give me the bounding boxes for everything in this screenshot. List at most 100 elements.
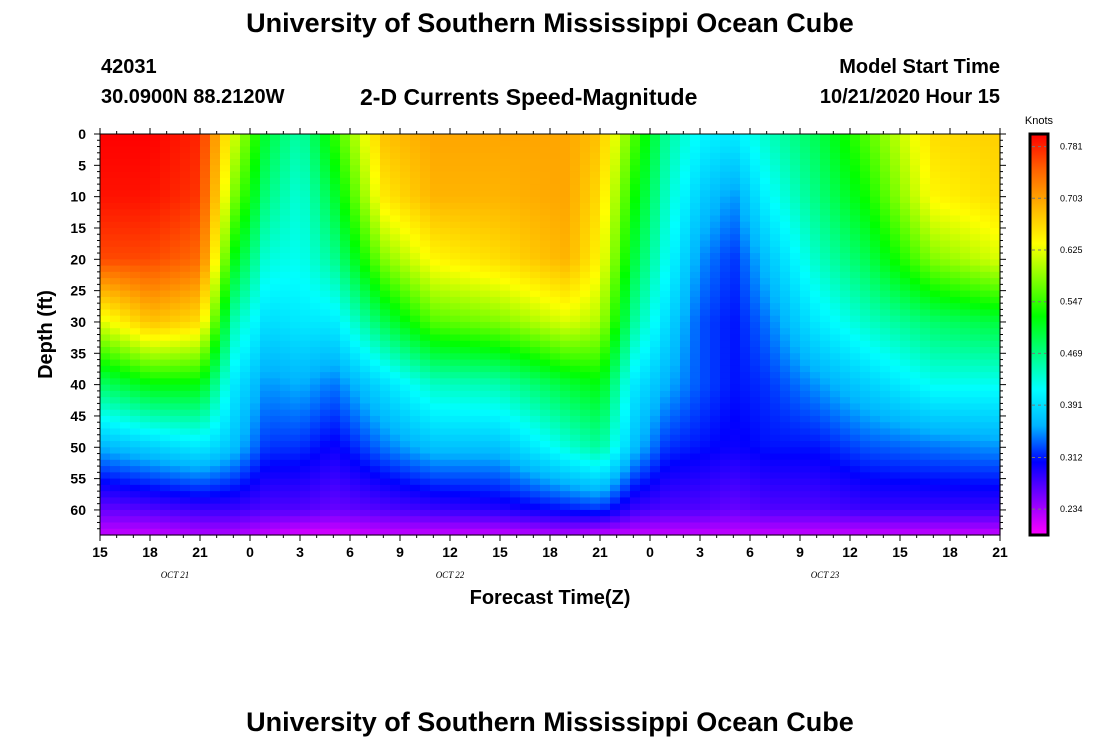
heatmap-cell [810,509,821,517]
heatmap-cell [420,528,431,536]
heatmap-cell [340,309,351,317]
heatmap-cell [460,278,471,285]
heatmap-cell [330,328,341,336]
heatmap-cell [850,522,861,530]
heatmap-cell [190,403,201,411]
heatmap-cell [240,303,251,311]
heatmap-cell [640,209,651,217]
heatmap-cell [630,397,641,405]
heatmap-cell [640,409,651,417]
heatmap-cell [270,390,281,398]
heatmap-cell [480,528,491,536]
heatmap-cell [680,215,691,223]
heatmap-cell [860,409,871,417]
heatmap-cell [390,152,401,160]
heatmap-cell [790,202,801,210]
heatmap-cell [710,134,721,141]
heatmap-cell [100,134,111,141]
heatmap-cell [640,215,651,223]
heatmap-cell [280,240,291,248]
heatmap-cell [670,240,681,248]
heatmap-cell [850,165,861,173]
heatmap-cell [120,271,131,279]
heatmap-cell [320,159,331,166]
heatmap-cell [750,177,761,185]
heatmap-cell [350,397,361,405]
heatmap-cell [240,177,251,185]
heatmap-cell [680,171,691,179]
heatmap-cell [440,190,451,198]
heatmap-cell [270,253,281,260]
heatmap-cell [840,284,851,292]
heatmap-cell [530,177,541,185]
heatmap-cell [180,296,191,304]
heatmap-cell [330,484,341,492]
heatmap-cell [760,234,771,242]
heatmap-cell [160,459,171,467]
heatmap-cell [200,134,211,141]
heatmap-cell [160,234,171,242]
heatmap-cell [570,478,581,486]
heatmap-cell [500,321,511,329]
heatmap-cell [550,221,561,229]
heatmap-cell [100,415,111,423]
heatmap-cell [130,359,141,367]
heatmap-cell [730,209,741,217]
heatmap-cell [240,190,251,198]
heatmap-cell [410,184,421,191]
heatmap-cell [750,415,761,423]
heatmap-cell [620,328,631,336]
heatmap-cell [420,278,431,285]
heatmap-cell [140,403,151,411]
heatmap-cell [700,284,711,292]
heatmap-cell [260,491,271,499]
main-title: University of Southern Mississippi Ocean… [246,8,854,38]
heatmap-cell [750,372,761,379]
heatmap-cell [640,434,651,442]
heatmap-cell [220,196,231,204]
heatmap-cell [490,309,501,317]
heatmap-cell [780,271,791,279]
heatmap-cell [320,447,331,455]
heatmap-cell [390,503,401,511]
heatmap-cell [580,334,591,342]
heatmap-cell [570,259,581,267]
heatmap-cell [230,321,241,329]
heatmap-cell [520,215,531,223]
heatmap-cell [820,215,831,223]
heatmap-cell [140,447,151,455]
heatmap-cell [460,359,471,367]
heatmap-cell [610,441,621,448]
heatmap-cell [710,309,721,317]
heatmap-cell [350,171,361,179]
heatmap-cell [590,365,601,373]
heatmap-cell [620,509,631,517]
heatmap-cell [540,522,551,530]
heatmap-cell [300,159,311,166]
heatmap-cell [650,253,661,260]
heatmap-cell [140,146,151,154]
heatmap-cell [430,165,441,173]
heatmap-cell [780,397,791,405]
heatmap-cell [720,202,731,210]
heatmap-cell [130,472,141,480]
heatmap-cell [860,221,871,229]
heatmap-cell [320,328,331,336]
heatmap-cell [420,441,431,448]
heatmap-cell [490,290,501,298]
heatmap-cell [210,384,221,392]
heatmap-cell [330,353,341,361]
heatmap-cell [630,184,641,191]
heatmap-cell [670,284,681,292]
heatmap-cell [760,484,771,492]
heatmap-cell [130,303,141,311]
heatmap-cell [730,253,741,260]
heatmap-cell [330,403,341,411]
heatmap-cell [390,140,401,148]
heatmap-cell [700,315,711,323]
heatmap-cell [580,509,591,517]
heatmap-cell [320,209,331,217]
heatmap-cell [720,146,731,154]
heatmap-cell [620,234,631,242]
heatmap-cell [530,428,541,436]
